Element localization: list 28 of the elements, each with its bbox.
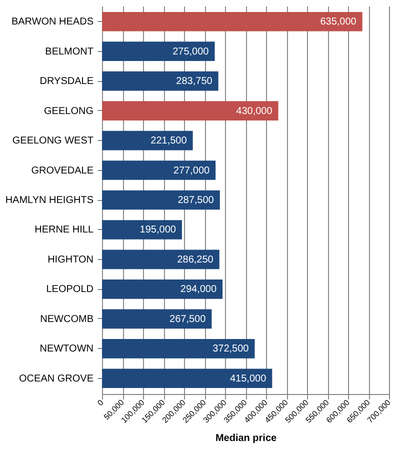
data-label: 286,250 xyxy=(177,254,214,266)
data-label: 267,500 xyxy=(170,314,206,325)
y-tick-label: LEOPOLD xyxy=(46,284,94,296)
data-label: 372,500 xyxy=(212,344,250,355)
y-tick-label: HIGHTON xyxy=(48,254,94,266)
data-label: 195,000 xyxy=(140,224,176,236)
y-tick-label: HAMLYN HEIGHTS xyxy=(5,195,94,206)
data-label: 221,500 xyxy=(150,136,188,147)
y-tick-label: GEELONG xyxy=(44,106,94,117)
y-tick-label: NEWCOMB xyxy=(40,314,94,325)
y-tick-label: HERNE HILL xyxy=(34,224,94,236)
y-tick-label: DRYSDALE xyxy=(40,76,94,88)
data-label: 277,000 xyxy=(173,165,210,176)
data-label: 635,000 xyxy=(320,16,357,28)
y-tick-label: BARWON HEADS xyxy=(11,16,94,28)
data-label: 283,750 xyxy=(176,76,213,88)
data-label: 430,000 xyxy=(236,106,273,117)
y-tick-label: GROVEDALE xyxy=(31,165,94,176)
y-tick-label: GEELONG WEST xyxy=(12,136,94,147)
data-label: 287,500 xyxy=(178,195,214,206)
data-label: 294,000 xyxy=(180,284,217,296)
y-tick-label: BELMONT xyxy=(45,46,94,58)
y-tick-label: NEWTOWN xyxy=(40,344,94,355)
x-axis-title: Median price xyxy=(215,432,277,444)
y-tick-label: OCEAN GROVE xyxy=(19,373,94,384)
x-tick-label: 0 xyxy=(96,398,106,408)
data-label: 275,000 xyxy=(172,46,210,58)
data-label: 415,000 xyxy=(230,373,267,384)
